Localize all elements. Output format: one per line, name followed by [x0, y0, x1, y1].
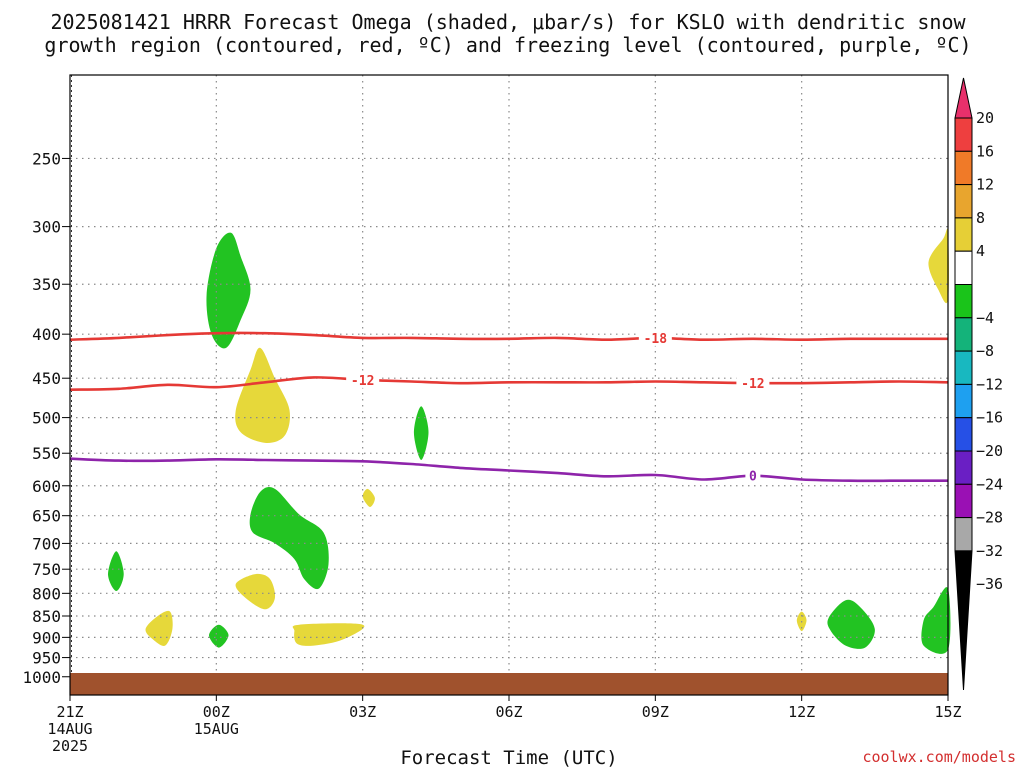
y-tick-label: 350	[32, 275, 61, 294]
x-tick-label: 21Z	[56, 703, 83, 721]
x-tick-label: 14AUG	[47, 720, 92, 738]
x-tick-label: 15AUG	[194, 720, 239, 738]
y-tick-label: 900	[32, 628, 61, 647]
x-tick-label: 12Z	[788, 703, 815, 721]
colorbar-segment	[954, 150, 973, 186]
contour-line--18	[69, 331, 948, 342]
y-axis-ticks: 250 300 350 400 450 500 550 600 650 700 750 800 850 9…	[22, 149, 70, 687]
omega-region-negative	[413, 406, 429, 460]
y-tick-label: 600	[32, 477, 61, 496]
omega-region-positive	[235, 573, 276, 610]
omega-region-negative	[206, 232, 251, 349]
colorbar-segment	[954, 250, 973, 285]
colorbar-segment	[954, 184, 973, 219]
contour-label-bg	[346, 371, 380, 388]
y-tick-label: 550	[32, 444, 61, 463]
colorbar-segment	[954, 117, 973, 152]
omega-region-negative	[249, 487, 329, 590]
y-tick-label: 1000	[22, 668, 61, 687]
colorbar: 20 16 12 8 4 −4 −8 −12 −16 −20 −24 −28 −32 −36	[954, 77, 1003, 691]
colorbar-label: 12	[976, 176, 994, 194]
omega-region-negative	[827, 599, 875, 649]
chart-title-line-2: growth region (contoured, red, ºC) and f…	[44, 33, 971, 57]
y-tick-label: 750	[32, 560, 61, 579]
x-tick-label: 15Z	[934, 703, 961, 721]
x-tick-label: 03Z	[349, 703, 376, 721]
omega-region-positive	[292, 623, 365, 646]
chart-title-line-1: 2025081421 HRRR Forecast Omega (shaded, …	[50, 10, 966, 34]
colorbar-label: −8	[976, 342, 994, 360]
credit-text: coolwx.com/models	[862, 748, 1016, 766]
plot-area: -18 -12 -12 0	[69, 74, 951, 696]
colorbar-label: −12	[976, 375, 1003, 393]
colorbar-label: 4	[976, 242, 985, 260]
contour-label--18: -18	[644, 332, 668, 347]
ground-layer	[70, 672, 948, 695]
colorbar-label: 8	[976, 209, 985, 227]
colorbar-top-triangle	[954, 77, 973, 119]
colorbar-segment	[954, 517, 973, 552]
x-tick-label: 00Z	[203, 703, 230, 721]
y-tick-label: 950	[32, 649, 61, 668]
y-tick-label: 700	[32, 534, 61, 553]
colorbar-label: −20	[976, 442, 1003, 460]
y-tick-label: 400	[32, 325, 61, 344]
omega-region-negative	[108, 551, 124, 591]
y-tick-label: 300	[32, 218, 61, 237]
y-tick-label: 250	[32, 149, 61, 168]
ground-surface	[70, 672, 948, 695]
y-tick-label: 450	[32, 369, 61, 388]
colorbar-label: −4	[976, 309, 994, 327]
x-tick-label: 09Z	[642, 703, 669, 721]
x-axis-label: Forecast Time (UTC)	[400, 747, 617, 768]
y-tick-label: 500	[32, 409, 61, 428]
x-tick-label: 2025	[52, 737, 88, 755]
colorbar-label: −24	[976, 475, 1003, 493]
colorbar-label: −32	[976, 542, 1003, 560]
colorbar-label: 16	[976, 142, 994, 160]
plot-background	[70, 75, 948, 695]
y-tick-label: 650	[32, 507, 61, 526]
colorbar-label: −36	[976, 575, 1003, 593]
contour-lines: -18 -12 -12 0	[69, 329, 949, 485]
colorbar-segment	[954, 383, 973, 419]
colorbar-label: 20	[976, 109, 994, 127]
x-tick-label: 06Z	[495, 703, 522, 721]
colorbar-label: −28	[976, 509, 1003, 527]
contour-label--12: -12	[741, 377, 764, 392]
omega-region-positive	[235, 347, 291, 443]
colorbar-segment	[954, 217, 973, 252]
omega-region-positive	[145, 610, 173, 646]
omega-shaded-regions	[108, 228, 951, 654]
contour-label-bg	[638, 329, 672, 346]
contour-label-bg	[736, 375, 770, 392]
contour-label-0: 0	[749, 470, 757, 485]
colorbar-segment	[954, 417, 973, 452]
omega-region-positive	[362, 488, 375, 508]
contour-label-bg	[745, 467, 761, 484]
colorbar-segment	[954, 317, 973, 352]
contour-label--12: -12	[351, 374, 374, 389]
contour-line--12	[69, 376, 949, 391]
contour-line-0	[69, 457, 949, 483]
y-tick-label: 800	[32, 584, 61, 603]
colorbar-segment	[954, 483, 973, 519]
colorbar-segment	[954, 284, 973, 319]
grid-lines	[70, 75, 948, 695]
omega-region-positive	[928, 228, 949, 304]
y-tick-label: 850	[32, 607, 61, 626]
colorbar-bottom-triangle	[954, 550, 973, 691]
omega-region-negative	[209, 624, 229, 648]
colorbar-label: −16	[976, 409, 1003, 427]
colorbar-segment	[954, 450, 973, 485]
colorbar-segment	[954, 350, 973, 385]
